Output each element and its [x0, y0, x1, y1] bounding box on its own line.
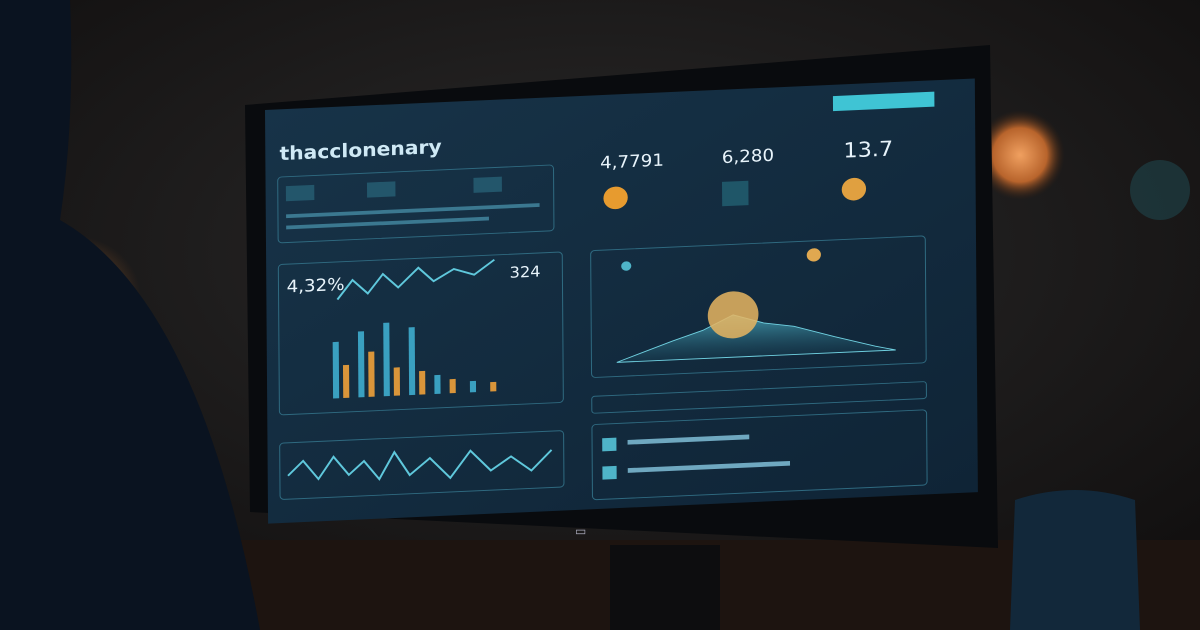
legend-dot [806, 248, 821, 262]
panel-value: 4,32% [287, 275, 345, 297]
text-line [286, 216, 489, 230]
stat: 6,280 [722, 146, 774, 168]
stat: 13.7 [843, 137, 893, 163]
line [336, 258, 495, 301]
text-line [627, 460, 791, 473]
panel-value: 324 [510, 262, 541, 282]
bar-panel [277, 251, 564, 416]
screen: thacclonenary 4,7791 6,280 13.7 4,32% 32… [265, 78, 978, 524]
icon [841, 177, 867, 201]
text-line [286, 203, 540, 219]
list-icon [602, 465, 617, 480]
monitor-logo: ▭ [575, 524, 586, 538]
list-icon [602, 437, 617, 452]
icon [603, 186, 628, 210]
screen-bg [265, 78, 978, 524]
area-panel [590, 235, 927, 378]
icon [721, 180, 749, 207]
card [277, 164, 555, 244]
highlight [707, 291, 759, 339]
legend-dot [621, 261, 632, 271]
light-teal [1130, 160, 1190, 220]
wave-panel [279, 430, 565, 500]
area [616, 314, 896, 363]
wave [287, 449, 553, 481]
bars [332, 322, 497, 399]
top-button[interactable] [832, 91, 935, 112]
chip [285, 184, 315, 202]
cup [1010, 490, 1140, 630]
person [0, 0, 260, 630]
chip [366, 181, 396, 198]
text-line [627, 434, 750, 445]
chip [473, 176, 502, 193]
light-orb [975, 110, 1065, 200]
stat: 4,7791 [600, 151, 664, 173]
search-bar[interactable] [591, 381, 927, 414]
monitor-stand [610, 545, 720, 630]
list-panel [591, 409, 928, 501]
